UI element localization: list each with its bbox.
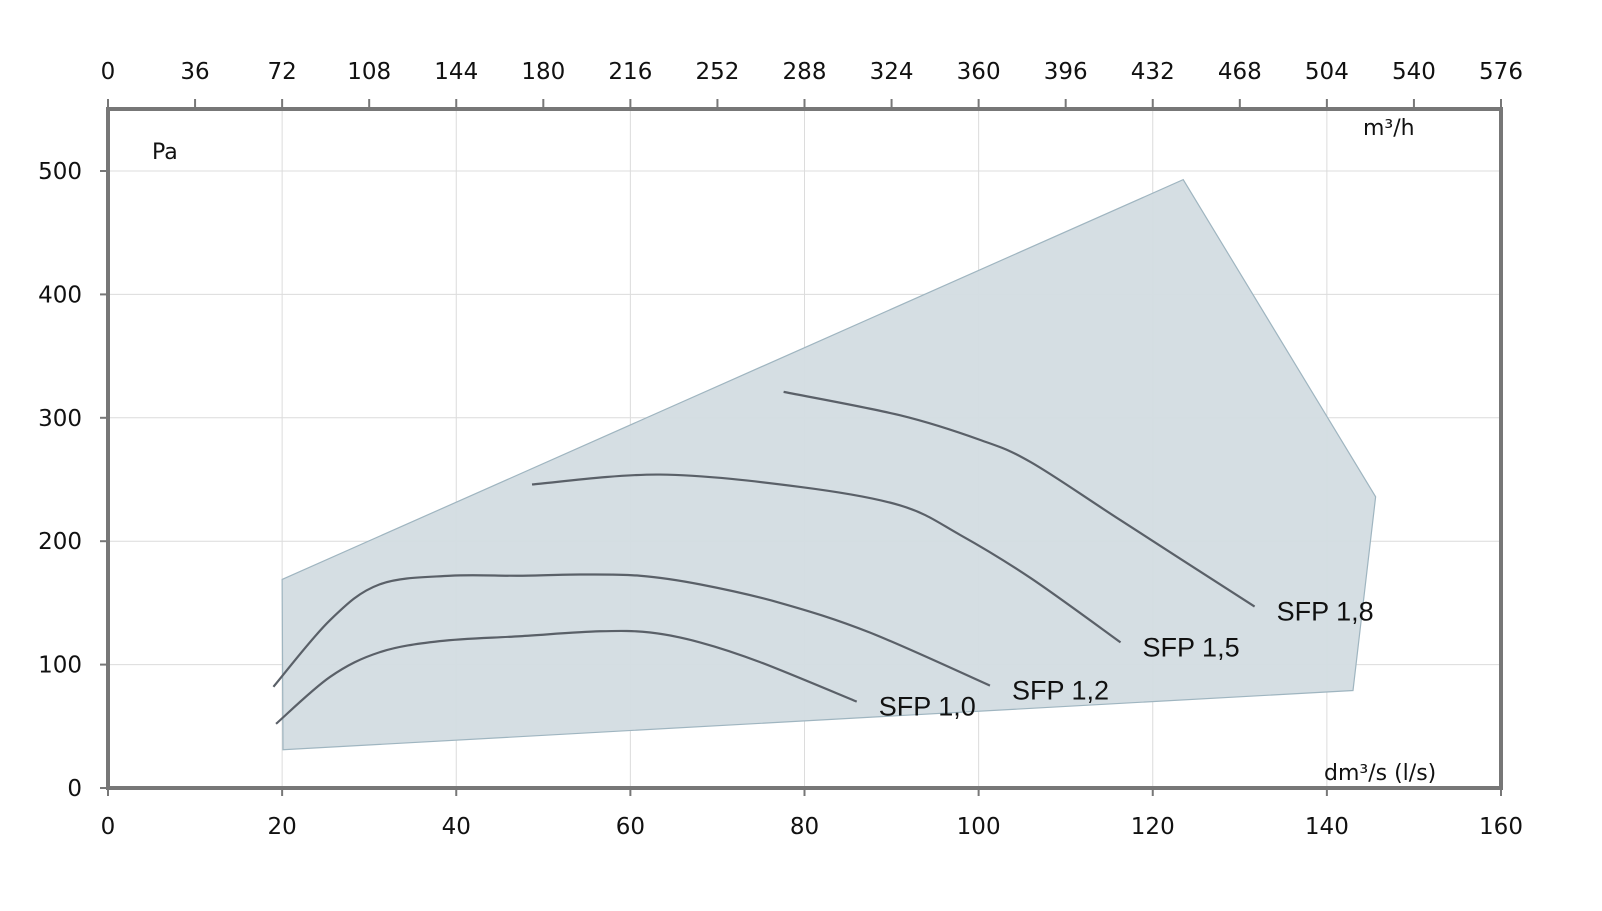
x2-tick-label: 360	[957, 59, 1001, 85]
sfp-curve	[272, 573, 991, 688]
x2-tick-label: 324	[870, 59, 914, 85]
sfp-curve	[531, 473, 1122, 644]
x2-tick-label: 432	[1131, 59, 1175, 85]
axis-ticks: 0 20 40 60 80 100 120 140 160 0 36 72 108 144 180 216 25…	[38, 59, 1523, 840]
x-axis-label: dm³/s (l/s)	[1324, 761, 1436, 786]
y-tick-label: 0	[67, 776, 82, 802]
y-tick-label: 500	[38, 159, 82, 185]
x2-tick-label: 504	[1305, 59, 1349, 85]
x2-tick-label: 252	[695, 59, 739, 85]
x2-tick-label: 468	[1218, 59, 1262, 85]
x2-tick-label: 180	[521, 59, 565, 85]
x-tick-label: 120	[1131, 814, 1175, 840]
x2-tick-label: 396	[1044, 59, 1088, 85]
x-tick-label: 140	[1305, 814, 1349, 840]
x2-tick-label: 576	[1479, 59, 1523, 85]
x2-axis-label: m³/h	[1363, 116, 1415, 141]
sfp-curves	[272, 390, 1256, 725]
x2-tick-label: 108	[347, 59, 391, 85]
y-tick-label: 300	[38, 406, 82, 432]
sfp-labels: SFP 1,0 SFP 1,2 SFP 1,5 SFP 1,8	[879, 597, 1374, 722]
sfp-curve	[783, 390, 1256, 608]
operating-area	[281, 178, 1377, 751]
x-tick-label: 100	[957, 814, 1001, 840]
sfp-label: SFP 1,8	[1277, 597, 1374, 627]
x-tick-label: 60	[616, 814, 645, 840]
y-axis-label: Pa	[152, 140, 178, 165]
x2-tick-label: 0	[101, 59, 116, 85]
x-tick-label: 0	[101, 814, 116, 840]
x2-tick-label: 540	[1392, 59, 1436, 85]
x-tick-label: 40	[442, 814, 471, 840]
x2-tick-label: 216	[608, 59, 652, 85]
sfp-label: SFP 1,0	[879, 692, 976, 722]
x-tick-label: 160	[1479, 814, 1523, 840]
x2-tick-label: 72	[267, 59, 296, 85]
sfp-label: SFP 1,5	[1143, 632, 1240, 662]
y-tick-label: 100	[38, 653, 82, 679]
sfp-curve	[275, 629, 858, 725]
y-tick-label: 400	[38, 282, 82, 308]
x-tick-label: 20	[267, 814, 296, 840]
y-tick-label: 200	[38, 529, 82, 555]
x2-tick-label: 144	[434, 59, 478, 85]
x-tick-label: 80	[790, 814, 819, 840]
x2-tick-label: 36	[180, 59, 209, 85]
x2-tick-label: 288	[783, 59, 827, 85]
sfp-label: SFP 1,2	[1012, 676, 1109, 706]
